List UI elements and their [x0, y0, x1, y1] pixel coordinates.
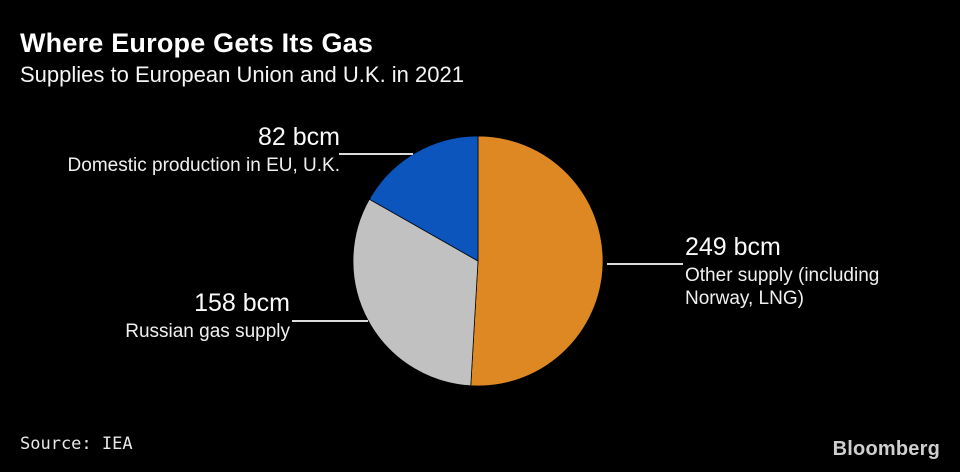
leader-line-domestic — [339, 153, 413, 155]
callout-domestic-label: Domestic production in EU, U.K. — [67, 155, 340, 176]
leader-line-russian — [292, 320, 368, 322]
callout-russian-supply: 158 bcm Russian gas supply — [125, 290, 290, 343]
pie-slice-domestic — [368, 135, 479, 262]
callout-other-supply: 249 bcm Other supply (including Norway, … — [685, 234, 879, 310]
pie-slice-other — [470, 135, 604, 387]
callout-other-label-line1: Other supply (including — [685, 265, 880, 286]
callout-other-label-line2: Norway, LNG) — [685, 288, 804, 309]
callout-domestic-production: 82 bcm Domestic production in EU, U.K. — [68, 124, 340, 177]
callout-russian-value: 158 bcm — [194, 289, 290, 317]
callout-domestic-value: 82 bcm — [258, 123, 340, 151]
chart-title: Where Europe Gets Its Gas — [20, 28, 374, 58]
pie-chart — [352, 135, 604, 387]
bloomberg-logo: Bloomberg — [832, 438, 940, 460]
leader-line-other — [607, 263, 683, 265]
callout-other-value: 249 bcm — [685, 233, 781, 261]
chart-subtitle: Supplies to European Union and U.K. in 2… — [20, 62, 464, 87]
pie-slice-russian — [352, 198, 479, 387]
source-note: Source: IEA — [20, 434, 133, 454]
callout-russian-label: Russian gas supply — [125, 321, 290, 342]
